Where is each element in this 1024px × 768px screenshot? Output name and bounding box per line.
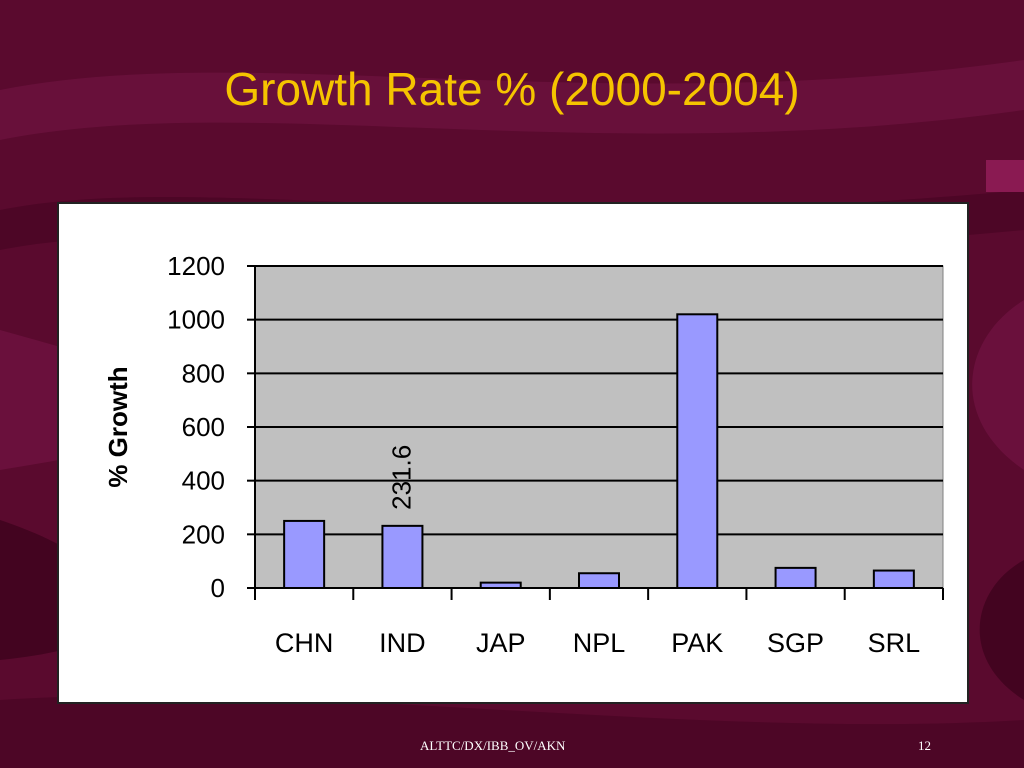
bar-srl [872,569,915,589]
x-tick-label: SGP [767,628,824,658]
y-tick-label: 600 [182,412,225,442]
y-tick-label: 1200 [167,251,225,281]
bar-ind [381,524,424,590]
bar-sgp [774,566,817,589]
chart-panel: 0 200 400 600 800 1000 1200 CHN IND JAP NPL PAK SGP… [57,202,969,704]
x-tick-label: IND [379,628,426,658]
y-tick-label: 0 [211,573,225,603]
bar-chart: 0 200 400 600 800 1000 1200 CHN IND JAP NPL PAK SGP… [103,251,944,658]
y-tick-label: 200 [182,519,225,549]
page-number: 12 [918,738,931,753]
bar-chn [283,519,326,589]
bar-pak [676,313,719,590]
y-tick-label: 400 [182,466,225,496]
y-tick-label: 800 [182,358,225,388]
x-tick-label: SRL [868,628,921,658]
x-tick-label: CHN [275,628,334,658]
footer-text: ALTTC/DX/IBB_OV/AKN [420,738,566,753]
data-label: 231.6 [386,445,416,510]
x-tick-label: NPL [573,628,626,658]
slide-title: Growth Rate % (2000-2004) [224,63,800,115]
x-tick-label: PAK [671,628,723,658]
y-tick-label: 1000 [167,305,225,335]
y-axis-title: % Growth [103,366,133,487]
bar-npl [578,572,620,590]
x-tick-label: JAP [476,628,526,658]
